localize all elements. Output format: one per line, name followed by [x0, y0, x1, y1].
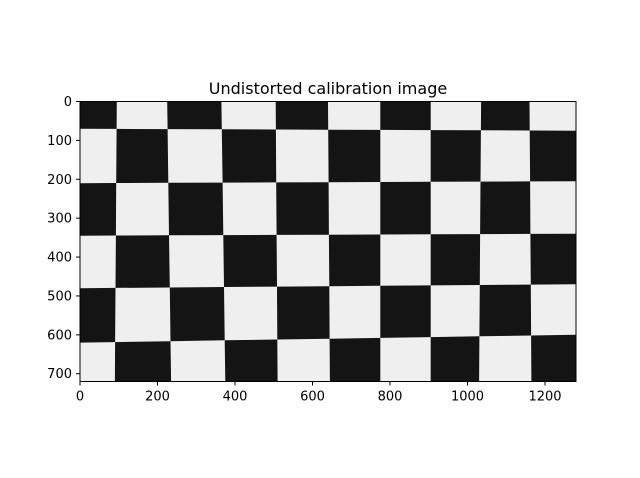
checker-square-dark: [430, 234, 481, 286]
checker-square-dark: [480, 101, 530, 131]
checker-square-dark: [480, 181, 531, 235]
axes-frame: [79, 101, 577, 382]
checker-square-dark: [224, 339, 278, 382]
x-tick-label: 600: [300, 390, 325, 405]
checker-square-dark: [80, 287, 116, 343]
y-tick-label: 400: [47, 251, 72, 266]
checker-square-dark: [529, 130, 576, 182]
checker-square-dark: [80, 101, 117, 129]
y-tick-label: 0: [64, 95, 72, 110]
checker-square-dark: [116, 128, 169, 183]
x-tick-label: 800: [378, 390, 403, 405]
checker-square-dark: [114, 341, 172, 382]
y-axis: 0 100 200 300 400 500 600 700: [47, 95, 80, 382]
x-tick-label: 0: [76, 390, 84, 405]
checker-square-dark: [430, 130, 481, 182]
checker-square-dark: [167, 101, 222, 130]
x-axis: 0 200 400 600 800 1000 1200: [76, 381, 562, 405]
x-tick-label: 1000: [451, 390, 484, 405]
chart-title: Undistorted calibration image: [209, 79, 447, 98]
checker-square-dark: [115, 235, 170, 288]
checker-square-dark: [276, 182, 329, 235]
checker-square-dark: [277, 286, 330, 340]
checker-square-dark: [221, 129, 277, 183]
checker-square-dark: [328, 234, 381, 287]
x-tick-label: 1200: [528, 390, 561, 405]
y-tick-label: 200: [47, 173, 72, 188]
checker-square-dark: [329, 337, 381, 382]
checker-square-dark: [380, 285, 431, 338]
checker-square-dark: [223, 234, 277, 287]
checker-square-dark: [430, 336, 480, 382]
checker-square-dark: [328, 129, 381, 183]
checker-square-dark: [531, 334, 576, 382]
y-tick-label: 100: [47, 134, 72, 149]
checker-square-dark: [80, 183, 117, 236]
checker-square-dark: [380, 181, 431, 235]
x-tick-label: 400: [223, 390, 248, 405]
checker-square-dark: [168, 182, 224, 236]
checker-square-dark: [169, 287, 225, 342]
x-tick-label: 200: [145, 390, 170, 405]
y-tick-label: 600: [47, 328, 72, 343]
checkerboard-image: [80, 101, 576, 382]
y-tick-label: 500: [47, 289, 72, 304]
checker-square-dark: [380, 101, 431, 131]
y-tick-label: 700: [47, 367, 72, 382]
checker-square-dark: [479, 284, 532, 337]
checker-square-dark: [275, 101, 329, 130]
y-tick-label: 300: [47, 212, 72, 227]
checker-square-dark: [530, 233, 576, 285]
